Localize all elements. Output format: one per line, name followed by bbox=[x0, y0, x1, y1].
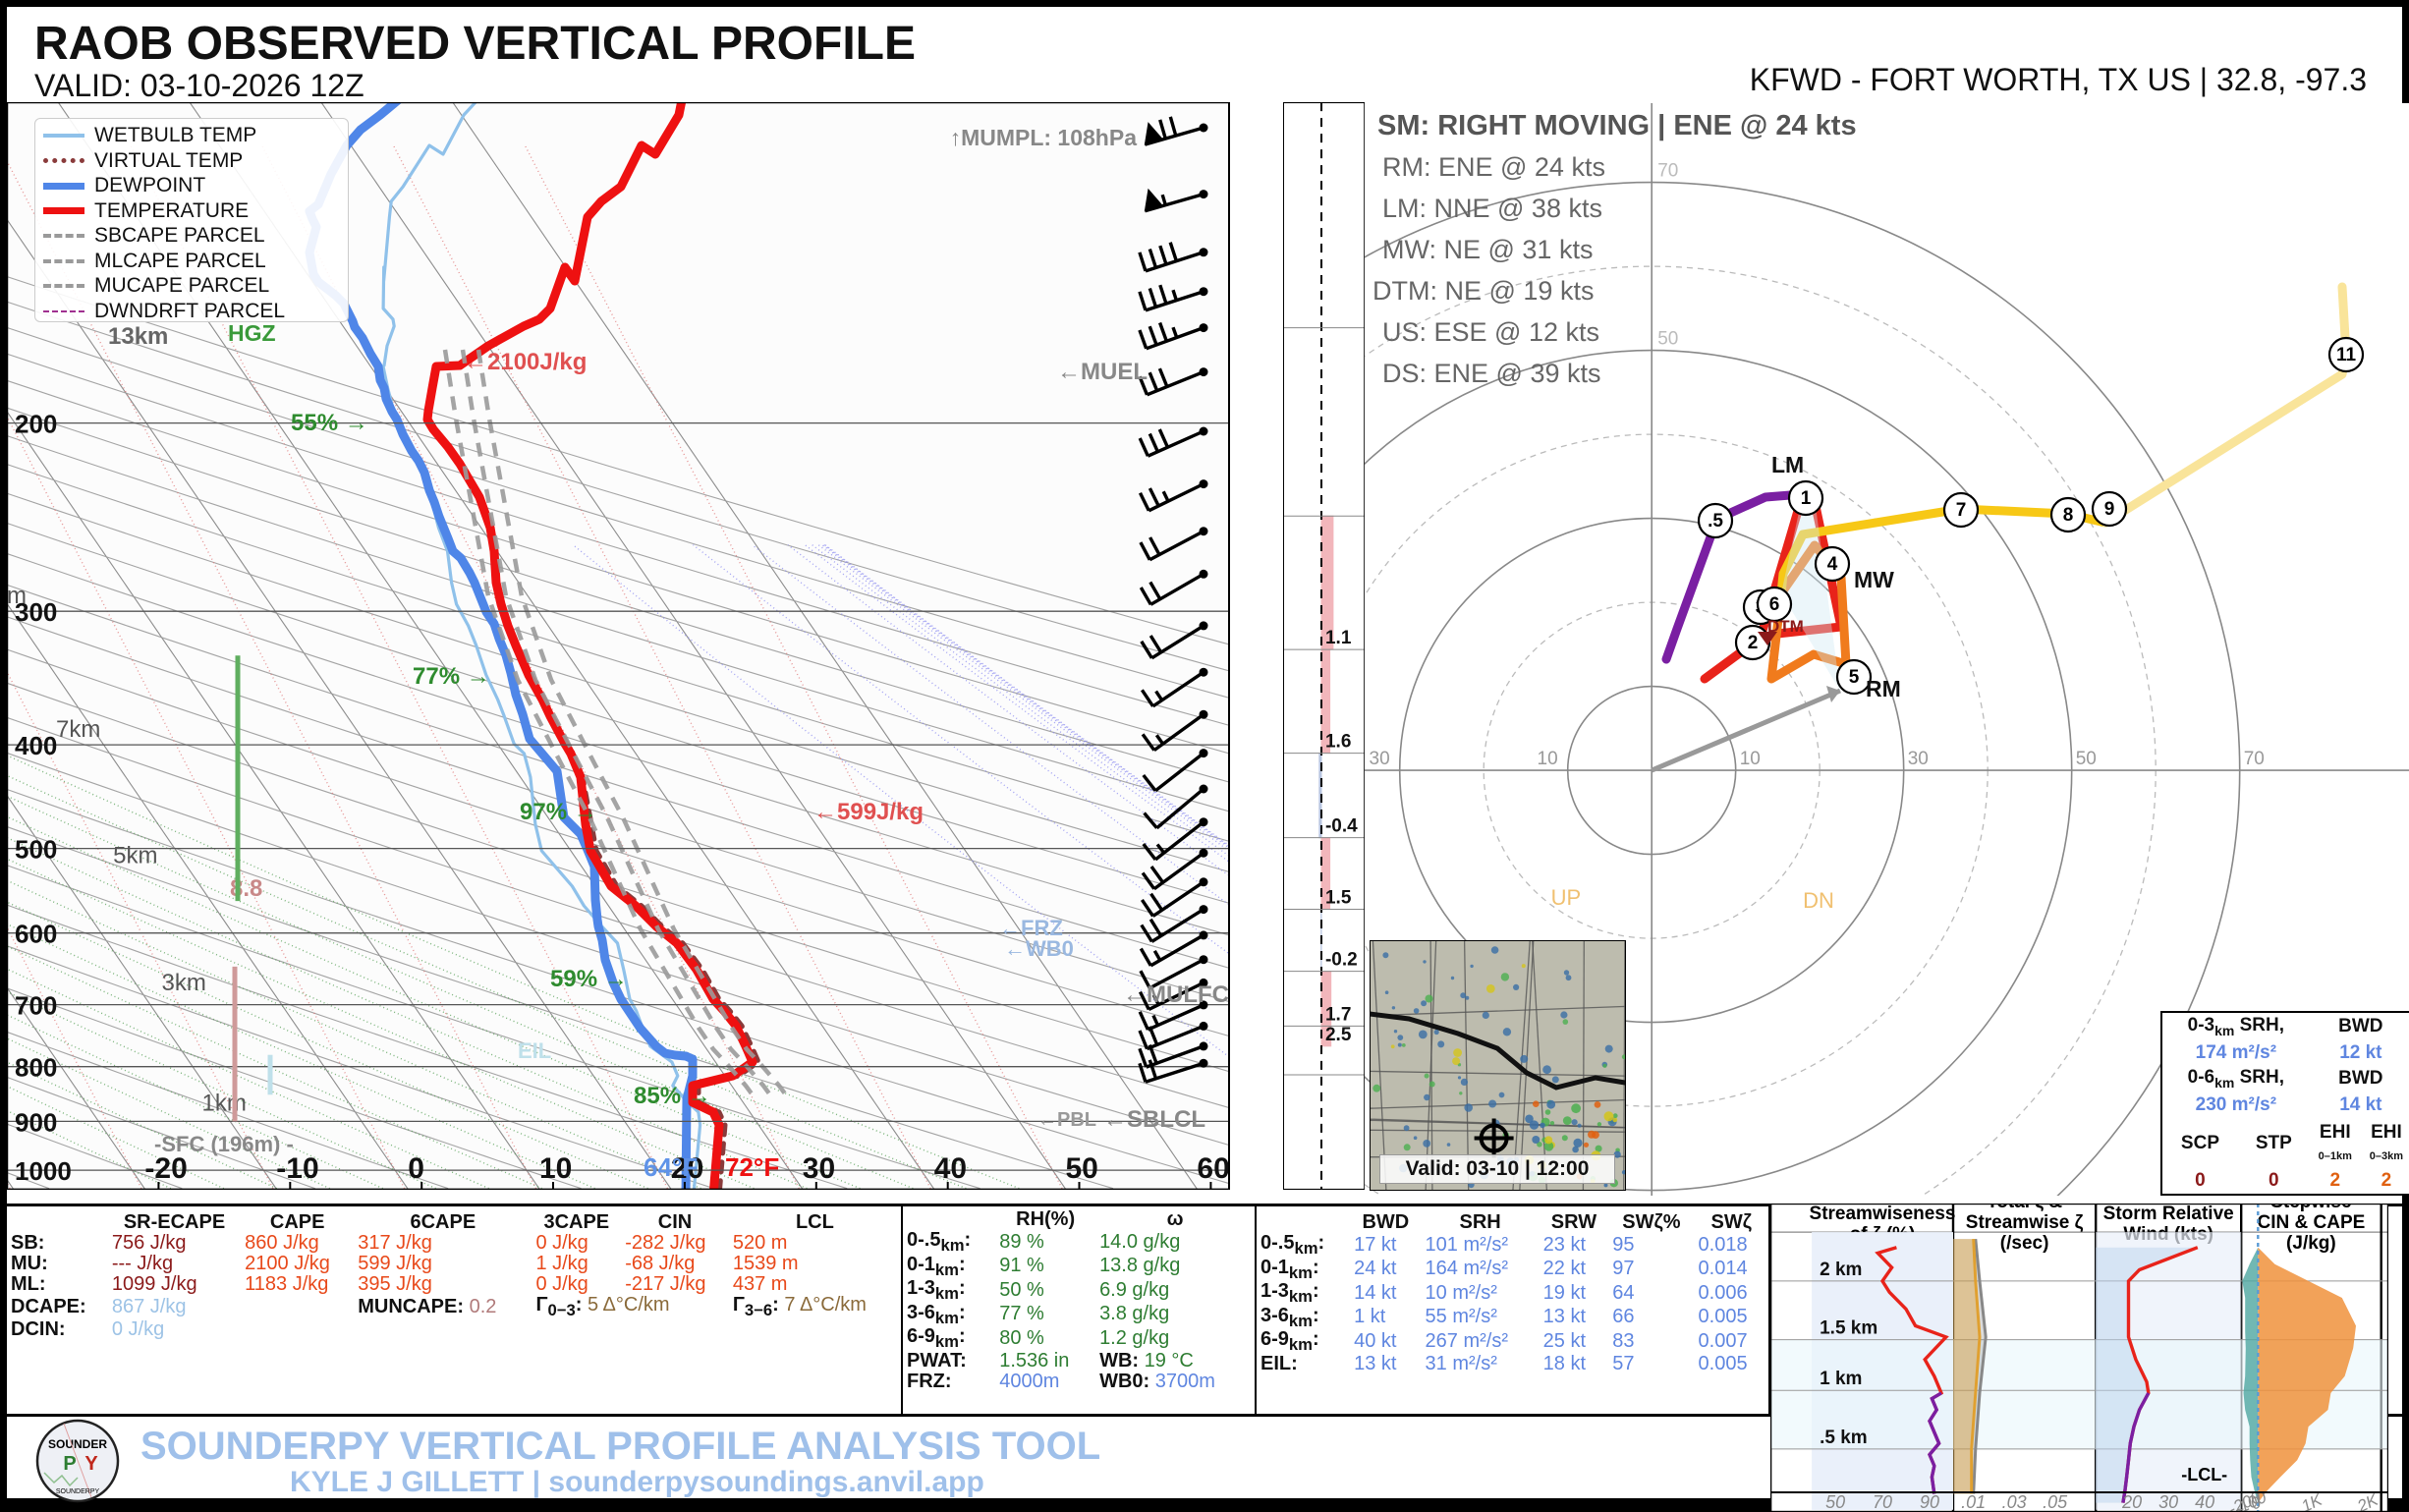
svg-text:7km: 7km bbox=[56, 716, 100, 743]
svg-text:7: 7 bbox=[1956, 500, 1967, 521]
svg-text:1.7: 1.7 bbox=[1325, 1004, 1351, 1025]
svg-text:↑MUMPL: 108hPa: ↑MUMPL: 108hPa bbox=[950, 125, 1138, 150]
svg-text:13km: 13km bbox=[108, 323, 168, 350]
svg-text:Total ζ &: Total ζ & bbox=[1987, 1204, 2062, 1212]
svg-text:97% →: 97% → bbox=[520, 799, 597, 825]
svg-text:70: 70 bbox=[1657, 161, 1678, 182]
svg-text:P: P bbox=[63, 1453, 76, 1475]
svg-text:600: 600 bbox=[15, 920, 57, 949]
svg-text:←2100J/kg: ←2100J/kg bbox=[464, 349, 587, 375]
svg-text:2 km: 2 km bbox=[1820, 1260, 1862, 1280]
svg-text:UP: UP bbox=[1551, 885, 1582, 910]
svg-text:30: 30 bbox=[1370, 749, 1390, 769]
svg-text:LM: LM bbox=[1771, 452, 1804, 477]
svg-text:DN: DN bbox=[1803, 888, 1834, 913]
svg-text:30: 30 bbox=[803, 1152, 835, 1185]
svg-text:50: 50 bbox=[1066, 1152, 1098, 1185]
svg-text:Storm Relative: Storm Relative bbox=[2103, 1204, 2234, 1224]
svg-text:SOUNDER: SOUNDER bbox=[48, 1437, 107, 1451]
svg-text:60: 60 bbox=[1197, 1152, 1229, 1185]
svg-text:10: 10 bbox=[1538, 749, 1558, 769]
svg-text:40: 40 bbox=[934, 1152, 967, 1185]
svg-text:900: 900 bbox=[15, 1107, 57, 1137]
svg-text:-20: -20 bbox=[144, 1152, 187, 1185]
svg-text:←MUEL: ←MUEL bbox=[1057, 359, 1148, 385]
svg-text:-SFC (196m) -: -SFC (196m) - bbox=[154, 1132, 294, 1156]
svg-text:1.6: 1.6 bbox=[1325, 732, 1351, 753]
svg-text:-0.2: -0.2 bbox=[1325, 950, 1358, 971]
svg-text:5km: 5km bbox=[113, 843, 157, 869]
svg-text:55% →: 55% → bbox=[291, 410, 368, 436]
svg-text:5: 5 bbox=[1849, 667, 1860, 688]
svg-text:1: 1 bbox=[1801, 488, 1812, 509]
svg-text:1.1: 1.1 bbox=[1325, 628, 1352, 648]
svg-text:(/sec): (/sec) bbox=[2000, 1233, 2049, 1254]
svg-text:Stepwise: Stepwise bbox=[2270, 1204, 2351, 1212]
svg-text:←599J/kg: ←599J/kg bbox=[813, 799, 924, 825]
svg-text:-0.4: -0.4 bbox=[1325, 816, 1358, 837]
svg-text:1.5 km: 1.5 km bbox=[1820, 1318, 1877, 1339]
svg-text:←WB0: ←WB0 bbox=[1004, 936, 1074, 961]
svg-text:8.8: 8.8 bbox=[230, 875, 262, 902]
svg-text:9: 9 bbox=[2104, 499, 2115, 520]
svg-text:←PBL: ←PBL bbox=[1037, 1109, 1096, 1131]
svg-text:EIL: EIL bbox=[518, 1038, 551, 1063]
svg-text:400: 400 bbox=[15, 731, 57, 760]
svg-text:9km: 9km bbox=[7, 583, 27, 609]
svg-text:Y: Y bbox=[84, 1453, 98, 1475]
svg-text:77% →: 77% → bbox=[413, 663, 490, 690]
svg-text:10: 10 bbox=[539, 1152, 572, 1185]
svg-text:1km: 1km bbox=[202, 1091, 247, 1117]
svg-text:←SBLCL: ←SBLCL bbox=[1103, 1106, 1205, 1133]
svg-text:30: 30 bbox=[1908, 749, 1929, 769]
svg-text:500: 500 bbox=[15, 835, 57, 865]
svg-text:10: 10 bbox=[1740, 749, 1761, 769]
svg-text:Streamwiseness: Streamwiseness bbox=[1810, 1204, 1956, 1224]
svg-text:Streamwise ζ: Streamwise ζ bbox=[1966, 1212, 2084, 1233]
svg-text:HGZ: HGZ bbox=[228, 320, 276, 346]
svg-text:2: 2 bbox=[1748, 633, 1759, 653]
svg-text:6: 6 bbox=[1769, 594, 1780, 615]
svg-text:.5: .5 bbox=[1708, 511, 1723, 532]
svg-text:72°F: 72°F bbox=[725, 1152, 779, 1182]
svg-text:MW: MW bbox=[1854, 567, 1894, 592]
svg-text:RM: RM bbox=[1866, 676, 1901, 701]
svg-text:4: 4 bbox=[1827, 554, 1838, 575]
svg-text:1000: 1000 bbox=[15, 1156, 72, 1186]
svg-text:SOUNDERPY: SOUNDERPY bbox=[56, 1488, 100, 1495]
svg-text:85% →: 85% → bbox=[634, 1083, 711, 1109]
svg-text:(J/kg): (J/kg) bbox=[2286, 1233, 2336, 1254]
svg-text:1.5: 1.5 bbox=[1325, 888, 1352, 909]
svg-text:800: 800 bbox=[15, 1053, 57, 1083]
svg-text:64°F: 64°F bbox=[644, 1152, 698, 1182]
svg-text:8: 8 bbox=[2063, 505, 2074, 526]
svg-text:2.5: 2.5 bbox=[1325, 1025, 1352, 1045]
svg-text:3km: 3km bbox=[162, 970, 206, 996]
svg-text:0: 0 bbox=[408, 1152, 424, 1185]
svg-text:50: 50 bbox=[1657, 329, 1678, 350]
svg-text:70: 70 bbox=[2244, 749, 2265, 769]
svg-text:200: 200 bbox=[15, 410, 57, 439]
svg-text:←MULFC: ←MULFC bbox=[1123, 981, 1229, 1008]
svg-text:59% →: 59% → bbox=[550, 966, 628, 992]
svg-text:11: 11 bbox=[2336, 345, 2357, 365]
svg-text:1 km: 1 km bbox=[1820, 1369, 1862, 1389]
svg-text:-10: -10 bbox=[276, 1152, 318, 1185]
svg-text:700: 700 bbox=[15, 991, 57, 1021]
svg-text:CIN & CAPE: CIN & CAPE bbox=[2258, 1212, 2366, 1233]
svg-text:50: 50 bbox=[2076, 749, 2097, 769]
